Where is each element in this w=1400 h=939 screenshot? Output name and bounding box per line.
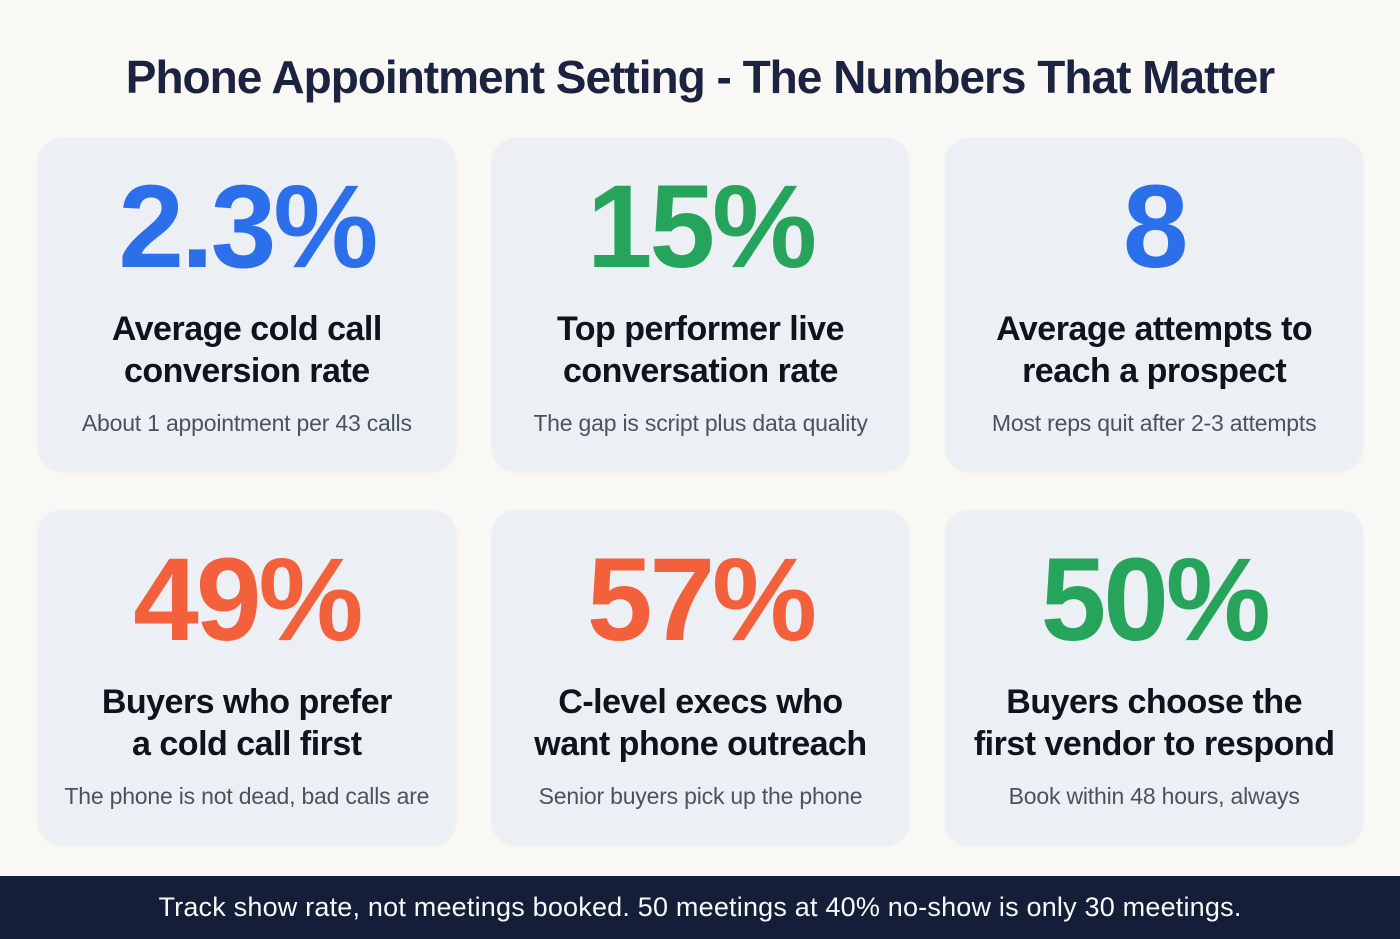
stat-note: About 1 appointment per 43 calls (81, 410, 412, 437)
stat-note: Senior buyers pick up the phone (538, 783, 863, 810)
stat-title: Buyers who prefer a cold call first (101, 682, 393, 763)
stat-card: 49% Buyers who prefer a cold call first … (38, 510, 456, 845)
stat-value: 57% (586, 533, 817, 666)
stat-title: Top performer live conversation rate (556, 309, 845, 390)
stat-value: 8 (1122, 160, 1189, 293)
stat-title: Average attempts to reach a prospect (996, 309, 1313, 390)
stat-value: 2.3% (118, 160, 378, 293)
stat-title: Buyers choose the first vendor to respon… (973, 682, 1335, 763)
stat-card: 8 Average attempts to reach a prospect M… (945, 138, 1363, 471)
footer-text: Track show rate, not meetings booked. 50… (158, 892, 1242, 922)
stat-value: 49% (133, 533, 363, 666)
footer-bar: Track show rate, not meetings booked. 50… (0, 876, 1400, 939)
page-title: Phone Appointment Setting - The Numbers … (125, 51, 1275, 103)
stats-grid: 2.3% Average cold call conversion rate A… (38, 138, 1363, 845)
stat-title: Average cold call conversion rate (111, 309, 382, 390)
stat-note: The gap is script plus data quality (533, 410, 868, 437)
stat-card: 57% C-level execs who want phone outreac… (491, 510, 910, 845)
stat-title: C-level execs who want phone outreach (534, 682, 867, 763)
stat-card: 2.3% Average cold call conversion rate A… (38, 138, 456, 471)
stat-note: Book within 48 hours, always (1008, 783, 1300, 810)
stat-value: 15% (586, 160, 817, 293)
stat-note: Most reps quit after 2-3 attempts (991, 410, 1317, 437)
header: Phone Appointment Setting - The Numbers … (0, 0, 1400, 138)
stat-note: The phone is not dead, bad calls are (64, 783, 430, 810)
stat-card: 50% Buyers choose the first vendor to re… (945, 510, 1363, 845)
stat-card: 15% Top performer live conversation rate… (491, 138, 910, 471)
stat-value: 50% (1040, 533, 1271, 666)
